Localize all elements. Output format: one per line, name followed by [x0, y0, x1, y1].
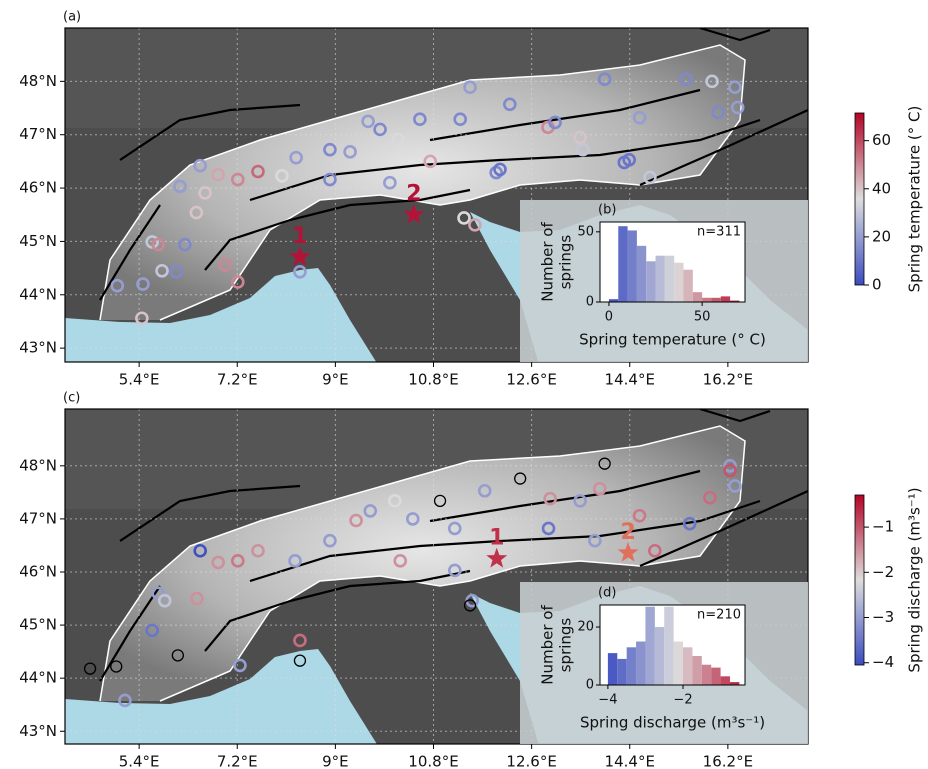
histogram-bar	[711, 668, 720, 685]
x-tick-label: −4	[598, 693, 617, 708]
y-axis-label: Number of	[539, 605, 557, 685]
x-tick-label: 9°E	[322, 753, 349, 769]
colorbar-label: Spring temperature (° C)	[906, 106, 924, 293]
colorbar-tick-label: −3	[872, 608, 894, 626]
histogram-bar	[674, 263, 683, 302]
y-tick-label: 0	[586, 678, 594, 693]
panel-label: (c)	[63, 391, 80, 406]
histogram-bar	[627, 647, 636, 685]
page: {"chart_data": [ {"type": "map", "panel_…	[0, 0, 928, 769]
y-tick-label: 0	[586, 295, 594, 310]
star-label: 2	[620, 520, 635, 545]
y-tick-label: 45°N	[19, 232, 57, 250]
colorbar	[855, 495, 864, 665]
x-tick-label: −2	[673, 693, 692, 708]
y-tick-label: 48°N	[19, 72, 57, 90]
histogram-bar	[628, 230, 637, 302]
histogram-bar	[636, 642, 645, 685]
histogram-bar	[721, 676, 730, 685]
x-tick-label: 50	[694, 310, 711, 325]
x-tick-label: 5.4°E	[119, 753, 160, 769]
panel-label: (d)	[598, 586, 616, 601]
star-label: 1	[292, 224, 307, 249]
x-axis-label: Spring temperature (° C)	[579, 331, 766, 349]
y-tick-label: 47°N	[19, 509, 57, 527]
histogram-bar	[702, 665, 711, 685]
y-tick-label: 47°N	[19, 125, 57, 143]
y-axis-label: Number of	[539, 222, 557, 302]
y-tick-label: 45°N	[19, 616, 57, 634]
x-tick-label: 10.8°E	[408, 371, 458, 389]
colorbar	[855, 113, 864, 285]
histogram-bar	[683, 647, 692, 685]
x-tick-label: 14.4°E	[605, 371, 655, 389]
sample-count: n=210	[697, 608, 741, 623]
histogram-bar	[664, 607, 673, 685]
colorbar-label: Spring discharge (m³s⁻¹)	[906, 487, 924, 672]
histogram-bar	[683, 270, 692, 302]
colorbar-tick-label: −2	[872, 563, 894, 581]
y-tick-label: 46°N	[19, 179, 57, 197]
x-tick-label: 7.2°E	[217, 371, 258, 389]
y-axis-label: springs	[557, 235, 575, 290]
y-tick-label: 44°N	[19, 285, 57, 303]
x-tick-label: 10.8°E	[408, 753, 458, 769]
star-label: 1	[489, 526, 504, 551]
y-tick-label: 48°N	[19, 456, 57, 474]
histogram-bar	[693, 292, 702, 302]
x-tick-label: 14.4°E	[605, 753, 655, 769]
panel-label: (b)	[598, 203, 616, 218]
y-tick-label: 50	[577, 224, 594, 239]
x-tick-label: 12.6°E	[506, 753, 556, 769]
star-label: 2	[406, 182, 421, 207]
histogram-bar	[637, 246, 646, 302]
x-tick-label: 0	[605, 310, 613, 325]
x-tick-label: 5.4°E	[119, 371, 160, 389]
colorbar-tick-label: 40	[872, 179, 891, 197]
histogram-bar	[608, 653, 617, 685]
colorbar-tick-label: −1	[872, 518, 894, 536]
histogram-bar	[674, 642, 683, 685]
histogram-bar	[645, 607, 654, 685]
colorbar-tick-label: 0	[872, 276, 882, 294]
figure: (a) 5.4°E 7.2°E 9°E 10.8°E 12.6°E 14.4°E 16.2°E…	[0, 0, 928, 769]
colorbar-tick-label: 20	[872, 227, 891, 245]
histogram-bar	[692, 656, 701, 685]
panel-label: (a)	[63, 10, 81, 25]
y-tick-label: 44°N	[19, 669, 57, 687]
x-tick-label: 16.2°E	[703, 371, 753, 389]
sample-count: n=311	[697, 225, 741, 240]
x-tick-label: 7.2°E	[217, 753, 258, 769]
x-tick-label: 16.2°E	[703, 753, 753, 769]
histogram-bar	[655, 627, 664, 685]
y-tick-label: 46°N	[19, 562, 57, 580]
colorbar-tick-label: 60	[872, 131, 891, 149]
x-tick-label: 12.6°E	[506, 371, 556, 389]
x-axis-label: Spring discharge (m³s⁻¹)	[580, 714, 765, 732]
colorbar-tick-label: −4	[872, 653, 894, 671]
y-axis-label: springs	[557, 618, 575, 673]
histogram-bar	[665, 256, 674, 302]
y-tick-label: 43°N	[19, 722, 57, 740]
histogram-bar	[617, 659, 626, 685]
histogram-bar	[646, 261, 655, 302]
histogram-bar	[656, 256, 665, 302]
histogram-bar	[711, 298, 720, 302]
x-tick-label: 9°E	[322, 371, 349, 389]
y-tick-label: 20	[577, 620, 594, 635]
y-tick-label: 43°N	[19, 339, 57, 357]
histogram-bar	[618, 226, 627, 302]
histogram-bar	[702, 298, 711, 302]
histogram-bar	[721, 296, 730, 302]
